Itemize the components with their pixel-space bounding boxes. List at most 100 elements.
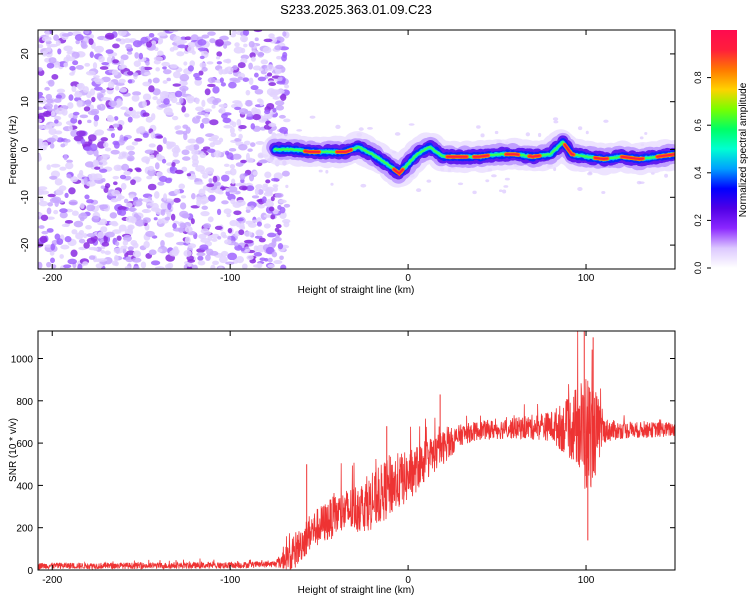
noise-blob [46, 137, 57, 143]
noise-blob [73, 220, 84, 228]
noise-blob [194, 78, 203, 86]
noise-blob [123, 38, 132, 44]
snr-y-tick-label: 400 [16, 481, 33, 492]
noise-blob [76, 130, 86, 137]
noise-blob [169, 166, 175, 172]
noise-blob [87, 110, 98, 116]
noise-blob [232, 100, 242, 104]
noise-blob [129, 206, 136, 213]
noise-blob [132, 72, 139, 77]
noise-blob [263, 214, 273, 218]
noise-blob [252, 219, 259, 223]
noise-blob [121, 163, 130, 171]
noise-blob [191, 149, 199, 155]
noise-blob [217, 190, 224, 195]
noise-blob [40, 214, 49, 221]
noise-blob [207, 216, 214, 223]
noise-blob [78, 229, 85, 236]
noise-blob [120, 106, 128, 110]
noise-blob [133, 60, 141, 67]
noise-blob [44, 30, 50, 37]
noise-blob [71, 85, 77, 93]
noise-blob [130, 216, 137, 224]
noise-blob [135, 168, 142, 173]
noise-blob [82, 233, 88, 239]
noise-blob [111, 189, 121, 197]
noise-blob [229, 127, 235, 135]
noise-blob [97, 231, 104, 239]
noise-blob [48, 79, 55, 87]
noise-blob [93, 75, 100, 79]
noise-blob [200, 210, 210, 217]
noise-blob [145, 116, 154, 123]
noise-blob [156, 144, 163, 153]
noise-blob [187, 243, 197, 249]
noise-blob [46, 261, 52, 268]
noise-blob [67, 102, 74, 109]
noise-blob [244, 248, 251, 253]
noise-blob [76, 100, 83, 108]
noise-blob [187, 259, 196, 263]
spectrogram-y-label: Frequency (Hz) [8, 116, 19, 185]
noise-blob [118, 224, 127, 232]
noise-blob [245, 206, 252, 211]
noise-blob [237, 76, 243, 81]
snr-x-tick-label: 100 [578, 575, 595, 586]
noise-blob [252, 65, 262, 71]
snr-y-label: SNR (10 * v/v) [8, 418, 19, 482]
noise-blob [124, 175, 132, 181]
colorbar-gradient [711, 30, 737, 268]
noise-blob [201, 117, 211, 124]
noise-blob [38, 200, 49, 207]
noise-blob [275, 223, 282, 229]
noise-blob [45, 93, 53, 100]
noise-blob [176, 241, 186, 246]
noise-blob [205, 167, 215, 175]
noise-blob [211, 104, 216, 109]
noise-blob [142, 100, 147, 108]
noise-blob [141, 198, 151, 202]
noise-blob [61, 223, 70, 228]
noise-blob [199, 244, 209, 251]
noise-blob [156, 153, 163, 161]
noise-blob [201, 205, 209, 210]
noise-blob [228, 81, 237, 89]
noise-blob [224, 239, 232, 245]
noise-blob [257, 204, 265, 209]
noise-blob [105, 49, 114, 54]
noise-blob [211, 238, 218, 242]
noise-blob [220, 231, 227, 238]
noise-blob [163, 98, 170, 105]
noise-blob [115, 241, 120, 247]
noise-blob [41, 36, 52, 42]
noise-blob [77, 119, 82, 125]
noise-blob [221, 113, 228, 119]
noise-blob [253, 252, 263, 257]
noise-blob [126, 155, 135, 162]
noise-blob [281, 170, 290, 177]
sparse-blob [491, 174, 497, 178]
noise-blob [110, 149, 120, 155]
noise-blob [282, 31, 287, 37]
sparse-blob [498, 189, 503, 193]
noise-blob [93, 86, 103, 91]
noise-blob [110, 198, 119, 203]
noise-blob [89, 143, 98, 152]
sparse-blob [644, 132, 648, 135]
noise-blob [184, 113, 190, 118]
noise-blob [79, 114, 89, 119]
noise-blob [117, 30, 127, 37]
noise-blob [245, 116, 254, 120]
noise-blob [224, 67, 229, 75]
noise-blob [126, 51, 133, 55]
noise-blob [283, 221, 290, 228]
noise-blob [231, 178, 236, 185]
noise-blob [219, 107, 226, 115]
spectrogram-y-tick-label: 0 [20, 146, 31, 152]
noise-blob [145, 60, 150, 66]
noise-blob [184, 226, 193, 233]
noise-blob [140, 261, 147, 269]
noise-blob [166, 77, 171, 82]
noise-blob [254, 72, 259, 78]
sparse-blob [552, 117, 559, 121]
